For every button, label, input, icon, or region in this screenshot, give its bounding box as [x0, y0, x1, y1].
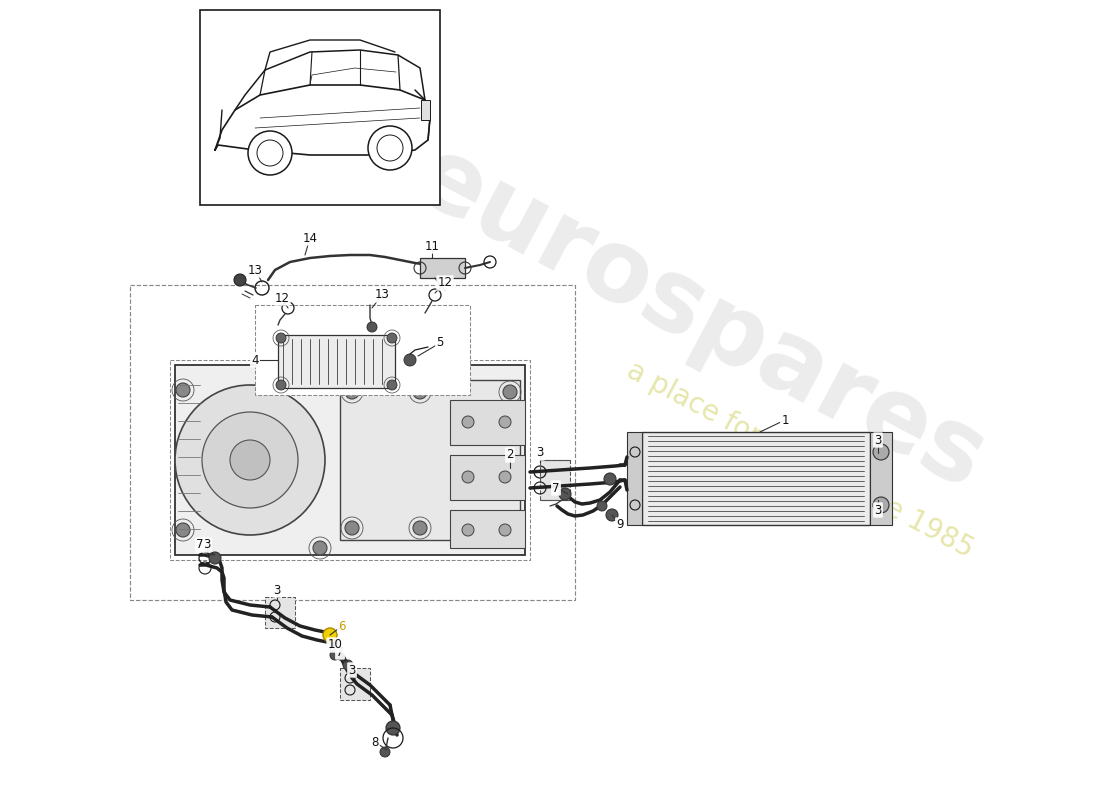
Text: 3: 3 [349, 663, 355, 677]
Circle shape [873, 497, 889, 513]
Circle shape [276, 333, 286, 343]
Text: 1: 1 [781, 414, 789, 426]
Text: a place for parts since 1985: a place for parts since 1985 [621, 357, 978, 563]
Circle shape [559, 488, 571, 500]
Bar [450, 455, 525, 500]
Circle shape [202, 412, 298, 508]
Bar [340, 380, 520, 540]
Circle shape [404, 354, 416, 366]
Circle shape [230, 440, 270, 480]
Bar [340, 668, 370, 700]
Text: eurospares: eurospares [398, 129, 1002, 511]
Circle shape [345, 521, 359, 535]
Circle shape [176, 523, 190, 537]
Text: 3: 3 [537, 446, 543, 459]
Bar [170, 360, 530, 560]
Text: 9: 9 [616, 518, 624, 531]
Bar [870, 432, 892, 525]
Circle shape [377, 135, 403, 161]
Text: 8: 8 [372, 735, 378, 749]
Circle shape [873, 444, 889, 460]
Circle shape [314, 363, 327, 377]
Bar [450, 510, 525, 548]
Text: 12: 12 [275, 291, 289, 305]
Circle shape [499, 524, 512, 536]
Bar [627, 432, 642, 525]
Circle shape [234, 274, 246, 286]
Bar [200, 10, 440, 205]
Text: 4: 4 [251, 354, 258, 366]
Circle shape [499, 471, 512, 483]
Circle shape [175, 385, 324, 535]
Circle shape [330, 650, 340, 660]
Text: 5: 5 [437, 337, 443, 350]
Text: 3: 3 [874, 503, 882, 517]
Circle shape [462, 416, 474, 428]
Text: 13: 13 [248, 263, 263, 277]
Text: 3: 3 [273, 583, 280, 597]
Bar [265, 597, 295, 628]
Text: 3: 3 [874, 434, 882, 446]
Circle shape [412, 385, 427, 399]
Text: 12: 12 [438, 277, 452, 290]
Bar [450, 400, 525, 445]
Circle shape [257, 140, 283, 166]
Text: 7: 7 [337, 646, 343, 658]
Circle shape [368, 126, 412, 170]
Circle shape [606, 509, 618, 521]
Circle shape [604, 473, 616, 485]
Text: 6: 6 [339, 619, 345, 633]
Circle shape [462, 524, 474, 536]
Text: 13: 13 [375, 289, 389, 302]
Bar [278, 335, 395, 388]
Text: 7: 7 [196, 538, 204, 551]
Circle shape [367, 322, 377, 332]
Circle shape [379, 747, 390, 757]
Circle shape [209, 552, 221, 564]
Bar [540, 460, 570, 500]
Bar [420, 258, 465, 278]
Circle shape [387, 333, 397, 343]
Circle shape [276, 380, 286, 390]
Text: 2: 2 [506, 449, 514, 462]
Circle shape [503, 385, 517, 399]
Text: 14: 14 [302, 231, 318, 245]
Bar [255, 305, 470, 395]
Circle shape [597, 501, 607, 511]
Circle shape [343, 660, 353, 670]
Circle shape [462, 471, 474, 483]
Circle shape [503, 521, 517, 535]
Circle shape [323, 628, 337, 642]
Circle shape [499, 416, 512, 428]
Circle shape [176, 383, 190, 397]
Circle shape [412, 521, 427, 535]
Circle shape [387, 380, 397, 390]
Circle shape [314, 541, 327, 555]
Bar [642, 432, 870, 525]
Bar [130, 285, 575, 600]
Text: 3: 3 [204, 538, 211, 551]
Text: 11: 11 [425, 239, 440, 253]
Text: 7: 7 [552, 482, 560, 494]
Circle shape [248, 131, 292, 175]
Circle shape [345, 385, 359, 399]
Text: 10: 10 [328, 638, 342, 651]
Bar [421, 100, 430, 120]
Bar [175, 365, 525, 555]
Circle shape [386, 721, 400, 735]
